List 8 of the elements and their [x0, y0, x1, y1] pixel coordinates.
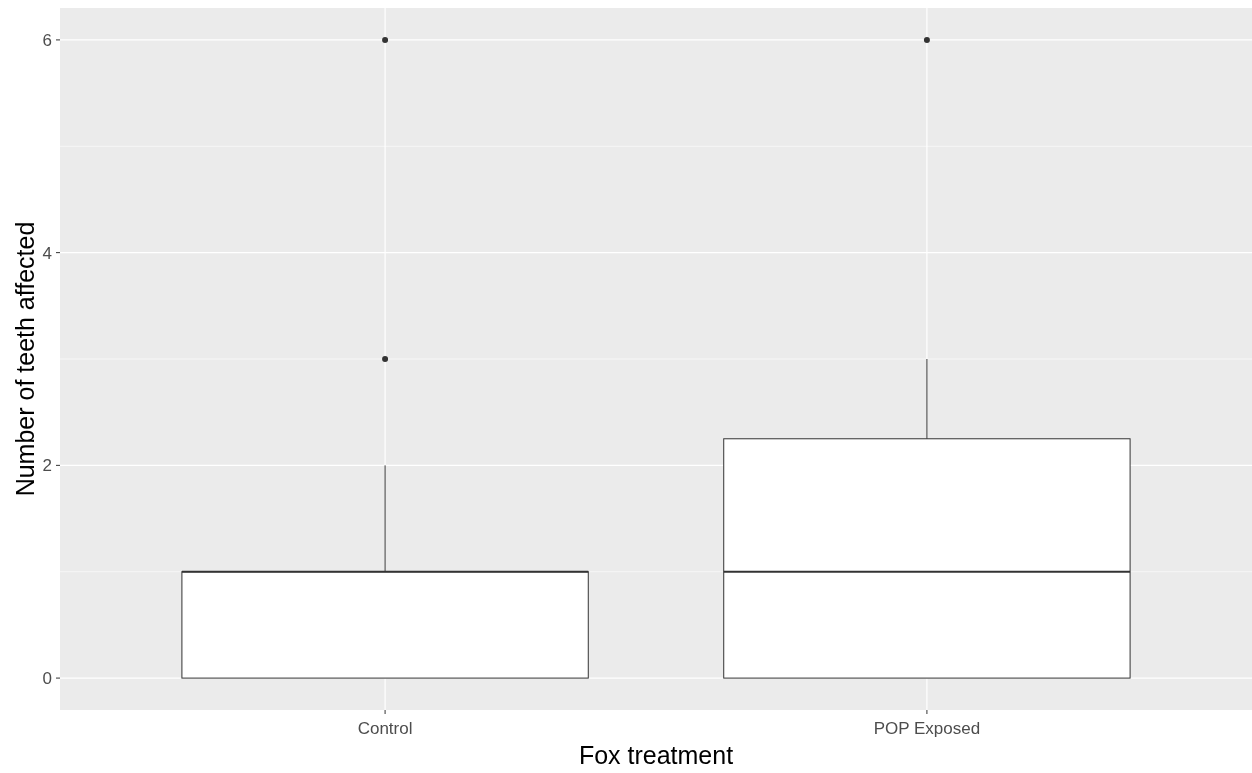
x-tick-label: POP Exposed — [873, 719, 981, 738]
x-tick-label: Control — [357, 719, 413, 738]
y-axis-title: Number of teeth affected — [11, 221, 39, 497]
y-tick-label: 4 — [42, 243, 52, 263]
y-tick-label: 6 — [42, 30, 52, 50]
x-axis-title: Fox treatment — [578, 741, 734, 769]
y-tick-label: 2 — [42, 456, 52, 476]
y-tick-label: 0 — [42, 669, 52, 689]
